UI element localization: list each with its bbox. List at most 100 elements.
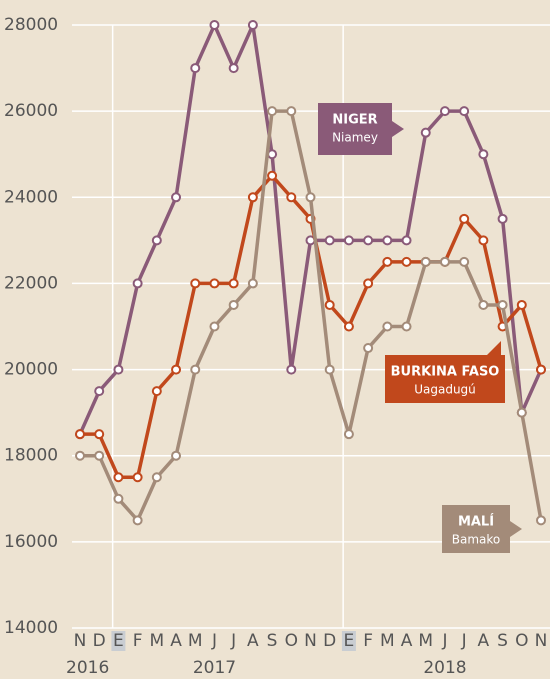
series-name: NIGER (332, 113, 377, 128)
point (151, 472, 162, 483)
point (75, 450, 85, 461)
point (132, 278, 143, 289)
month-highlight (111, 631, 126, 651)
point (478, 299, 489, 310)
year-label: 2016 (66, 658, 109, 678)
point (497, 213, 508, 224)
month-highlight (341, 631, 356, 651)
point (324, 235, 335, 246)
x-tick-label: S (497, 631, 508, 651)
y-tick-label: 20000 (4, 360, 58, 380)
point (247, 20, 258, 30)
x-tick-label: A (247, 631, 259, 651)
y-tick-label: 28000 (4, 15, 58, 35)
point (286, 364, 297, 375)
series-city: Uagadugú (414, 383, 476, 397)
point (382, 256, 393, 267)
point (209, 20, 220, 30)
x-tick-label: J (230, 631, 236, 651)
x-tick-label: E (113, 631, 124, 651)
point (209, 278, 220, 289)
point (171, 192, 182, 203)
x-tick-label: M (149, 631, 164, 651)
point (228, 63, 239, 74)
point (478, 149, 489, 160)
point (401, 256, 412, 267)
x-tick-label: N (74, 631, 87, 651)
x-tick-label: O (515, 631, 528, 651)
series-line (80, 109, 543, 523)
x-tick-label: F (133, 631, 143, 651)
x-tick-label: N (304, 631, 317, 651)
point (420, 256, 431, 267)
point (382, 235, 393, 246)
x-tick-label: O (285, 631, 298, 651)
point (420, 127, 431, 138)
label-arrow (510, 521, 522, 537)
point (171, 450, 182, 461)
point (247, 278, 258, 289)
series-name: MALÍ (458, 514, 494, 530)
y-tick-label: 14000 (4, 618, 58, 638)
x-tick-label: A (478, 631, 490, 651)
point (401, 321, 412, 332)
point (132, 515, 143, 526)
y-tick-label: 22000 (4, 273, 58, 293)
label-arrow (487, 341, 501, 355)
point (439, 106, 450, 117)
y-tick-label: 24000 (4, 187, 58, 207)
point (459, 256, 470, 267)
point (94, 429, 105, 440)
series-label-box (442, 505, 510, 553)
point (382, 321, 393, 332)
point (247, 192, 258, 203)
point (343, 321, 354, 332)
point (228, 299, 239, 310)
point (190, 364, 201, 375)
series-city: Niamey (332, 131, 378, 145)
point (151, 386, 162, 397)
point (478, 235, 489, 246)
point (286, 192, 297, 203)
point (113, 472, 124, 483)
point (171, 364, 182, 375)
point (324, 364, 335, 375)
x-tick-label: A (170, 631, 182, 651)
point (113, 364, 124, 375)
x-tick-label: A (401, 631, 413, 651)
series-label-box (318, 103, 392, 155)
point (94, 450, 105, 461)
point (516, 407, 527, 418)
x-tick-label: N (535, 631, 548, 651)
x-tick-label: S (267, 631, 278, 651)
x-tick-label: M (188, 631, 203, 651)
x-tick-label: M (418, 631, 433, 651)
x-tick-label: E (344, 631, 355, 651)
point (267, 106, 278, 117)
label-arrow (392, 121, 404, 137)
point (190, 63, 201, 74)
x-tick-label: J (211, 631, 217, 651)
year-label: 2017 (193, 658, 236, 678)
point (94, 386, 105, 397)
point (209, 321, 220, 332)
y-tick-label: 26000 (4, 101, 58, 121)
point (305, 192, 316, 203)
series-name: BURKINA FASO (391, 365, 500, 380)
point (363, 343, 374, 354)
point (401, 235, 412, 246)
x-tick-label: D (323, 631, 336, 651)
point (497, 299, 508, 310)
series-city: Bamako (452, 533, 501, 547)
point (343, 429, 354, 440)
x-tick-label: J (441, 631, 447, 651)
series-label-box (385, 355, 505, 403)
point (113, 493, 124, 504)
point (516, 299, 527, 310)
point (536, 364, 546, 375)
point (459, 106, 470, 117)
point (363, 235, 374, 246)
year-label: 2018 (423, 658, 466, 678)
y-tick-label: 18000 (4, 446, 58, 466)
